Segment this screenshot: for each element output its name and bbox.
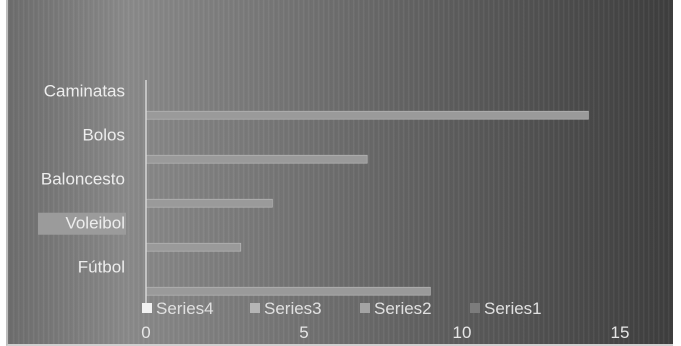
category-labels: Fútbol Voleibol Baloncesto Bolos Caminatas <box>38 82 126 277</box>
chart-frame: Fútbol Voleibol Baloncesto Bolos Caminatas 0… <box>6 0 673 346</box>
x-tick-labels: 0 5 10 15 <box>141 323 629 342</box>
legend-label: Series1 <box>484 299 542 318</box>
x-tick-label: 5 <box>299 323 308 342</box>
bars <box>145 110 589 296</box>
category-label: Baloncesto <box>41 170 125 189</box>
legend-swatch <box>470 303 480 313</box>
bar <box>145 154 368 164</box>
category-label: Bolos <box>82 126 125 145</box>
legend-label: Series2 <box>374 299 432 318</box>
bar <box>145 242 242 252</box>
bar-chart: Fútbol Voleibol Baloncesto Bolos Caminatas 0… <box>38 80 629 342</box>
bar <box>145 286 431 296</box>
category-label: Voleibol <box>65 214 125 233</box>
legend-label: Series4 <box>156 299 214 318</box>
x-tick-label: 15 <box>611 323 630 342</box>
legend: Series4 Series3 Series2 Series1 <box>142 299 542 318</box>
legend-swatch <box>142 303 152 313</box>
bar <box>145 198 273 208</box>
x-tick-label: 0 <box>141 323 150 342</box>
legend-swatch <box>250 303 260 313</box>
category-label-highlight <box>38 212 126 235</box>
x-tick-label: 10 <box>453 323 472 342</box>
legend-swatch <box>360 303 370 313</box>
category-label: Fútbol <box>78 258 125 277</box>
category-label: Caminatas <box>44 82 125 101</box>
legend-label: Series3 <box>264 299 322 318</box>
bar <box>145 110 589 120</box>
